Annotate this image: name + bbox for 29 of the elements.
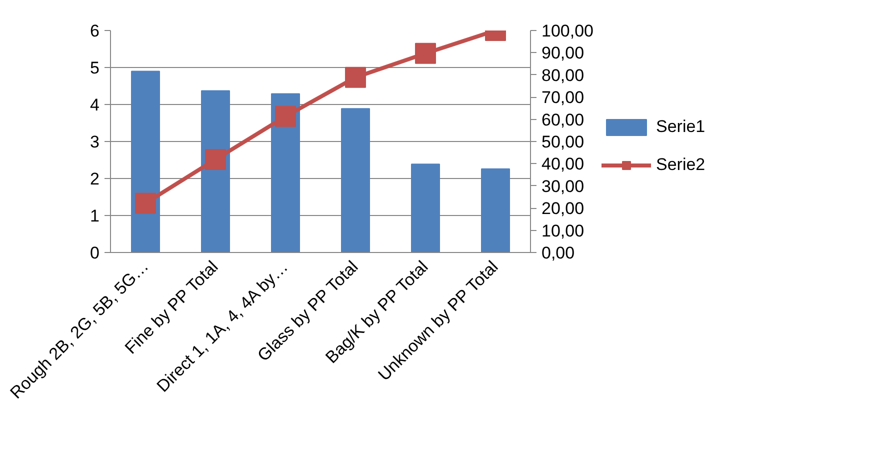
y-tick-label: 4	[90, 96, 100, 114]
y2-tick-label: 60,00	[542, 110, 584, 130]
y-tick-label: 3	[90, 132, 100, 152]
point	[415, 42, 436, 64]
y2-tick-label: 90,00	[542, 44, 584, 63]
y-tick-label: 0	[90, 244, 100, 262]
bar	[131, 70, 160, 252]
y-tick-label: 2	[90, 170, 100, 188]
y2-tick-label: 10,00	[542, 221, 584, 240]
y-tick-label: 6	[90, 22, 100, 40]
point	[205, 148, 226, 170]
point	[275, 106, 296, 127]
legend-label: Serie1	[656, 117, 706, 137]
legend-label: Serie2	[656, 155, 706, 175]
point	[345, 66, 366, 88]
point	[135, 192, 156, 214]
y2-tick-label: 100,00	[542, 22, 594, 40]
y2-tick-label: 70,00	[542, 88, 584, 108]
y2-tick-label: 30,00	[542, 176, 584, 196]
y-tick-label: 1	[90, 206, 100, 226]
y2-tick-label: 20,00	[542, 199, 584, 218]
bar	[411, 164, 440, 252]
y2-tick-label: 0,00	[542, 244, 575, 262]
bar	[481, 168, 510, 252]
y2-tick-label: 40,00	[542, 154, 584, 174]
y2-tick-label: 50,00	[542, 132, 584, 152]
y-tick-label: 5	[90, 58, 100, 78]
y2-tick-label: 80,00	[542, 66, 584, 85]
bar	[341, 108, 370, 252]
